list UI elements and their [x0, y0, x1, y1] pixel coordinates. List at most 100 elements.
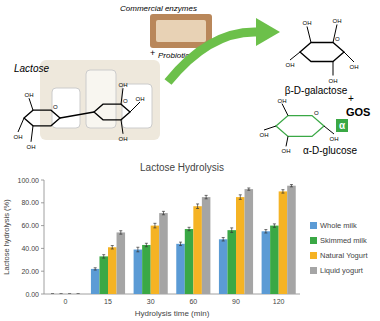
error-line: [112, 246, 113, 249]
legend-swatch: [310, 252, 317, 259]
legend-swatch: [310, 267, 317, 274]
o-label: O: [335, 36, 340, 42]
plus: +: [150, 48, 155, 58]
o-label: O: [314, 110, 319, 116]
error-cap: [119, 230, 122, 231]
error-bar: [179, 242, 182, 245]
bond: [130, 102, 140, 112]
error-line: [291, 185, 292, 187]
error-cap: [179, 245, 182, 246]
error-bar: [145, 243, 148, 246]
x-tick-label: 0: [63, 298, 67, 305]
legend-label: Whole milk: [320, 221, 357, 230]
oh-label: OH: [260, 132, 269, 138]
error-cap: [77, 294, 80, 295]
sugar-ring: [300, 43, 344, 62]
legend-label: Liquid yogurt: [320, 266, 364, 275]
error-bar: [230, 228, 233, 233]
error-cap: [264, 229, 267, 230]
error-cap: [230, 232, 233, 233]
error-line: [163, 211, 164, 214]
y-tick-label: 60.00: [21, 222, 39, 229]
arrow-head: [256, 18, 280, 46]
alpha-box: [336, 119, 348, 132]
error-cap: [162, 214, 165, 215]
error-line: [146, 243, 147, 246]
gos-label: GOS: [346, 106, 370, 118]
bond: [333, 24, 337, 42]
sugar-ring: [94, 104, 130, 120]
error-cap: [111, 248, 114, 249]
oh-label: OH: [350, 64, 359, 70]
error-cap: [273, 227, 276, 228]
error-cap: [94, 270, 97, 271]
error-cap: [68, 294, 71, 295]
error-line: [231, 228, 232, 233]
error-bar: [51, 294, 54, 295]
error-cap: [51, 294, 54, 295]
y-tick-label: 20.00: [21, 268, 39, 275]
error-cap: [290, 184, 293, 185]
error-bar: [119, 231, 122, 234]
error-cap: [145, 243, 148, 244]
cup: [122, 84, 152, 128]
o-label: O: [123, 98, 128, 104]
bond: [333, 62, 334, 76]
bar: [91, 269, 100, 294]
error-line: [103, 255, 104, 258]
bar: [270, 226, 279, 294]
x-axis-label: Hydrolysis time (min): [135, 309, 210, 318]
error-line: [274, 224, 275, 227]
error-bar: [196, 204, 199, 209]
y-tick-label: 0.00: [25, 291, 39, 298]
error-cap: [196, 203, 199, 204]
plus: +: [348, 93, 354, 104]
error-bar: [290, 185, 293, 187]
bond: [121, 88, 123, 104]
oh-label: OH: [330, 136, 339, 142]
x-tick-label: 60: [189, 298, 197, 305]
error-bar: [94, 268, 97, 270]
error-cap: [153, 223, 156, 224]
bond: [18, 118, 24, 132]
error-cap: [162, 211, 165, 212]
y-tick: [41, 294, 44, 295]
error-line: [180, 242, 181, 245]
error-bar: [77, 294, 80, 295]
bar: [262, 231, 271, 294]
oh-label: OH: [136, 96, 145, 102]
error-cap: [153, 227, 156, 228]
arrow-shaft: [168, 32, 258, 82]
error-line: [223, 238, 224, 241]
error-cap: [145, 246, 148, 247]
error-cap: [188, 230, 191, 231]
error-cap: [239, 194, 242, 195]
error-bar: [102, 255, 105, 258]
error-bar: [111, 246, 114, 249]
error-cap: [179, 242, 182, 243]
enzymes-label: Commercial enzymes: [120, 4, 197, 13]
lactose-label: Lactose: [14, 63, 49, 74]
y-tick: [41, 225, 44, 226]
error-cap: [188, 227, 191, 228]
oh-label: OH: [333, 18, 342, 24]
y-tick: [41, 271, 44, 272]
error-line: [240, 195, 241, 200]
error-bar: [68, 294, 71, 295]
error-cap: [205, 198, 208, 199]
error-cap: [239, 199, 242, 200]
bar: [287, 186, 296, 294]
x-tick-label: 90: [232, 298, 240, 305]
bond: [121, 120, 123, 134]
enzyme-label: [156, 20, 206, 42]
legend-label: Natural Yogurt: [320, 251, 368, 260]
error-bar: [162, 211, 165, 214]
error-line: [265, 230, 266, 233]
error-cap: [264, 233, 267, 234]
bar: [176, 244, 185, 294]
error-cap: [290, 186, 293, 187]
oh-label: OH: [25, 92, 34, 98]
error-cap: [102, 258, 105, 259]
glycosidic-bond: [60, 112, 94, 118]
error-cap: [51, 294, 54, 295]
